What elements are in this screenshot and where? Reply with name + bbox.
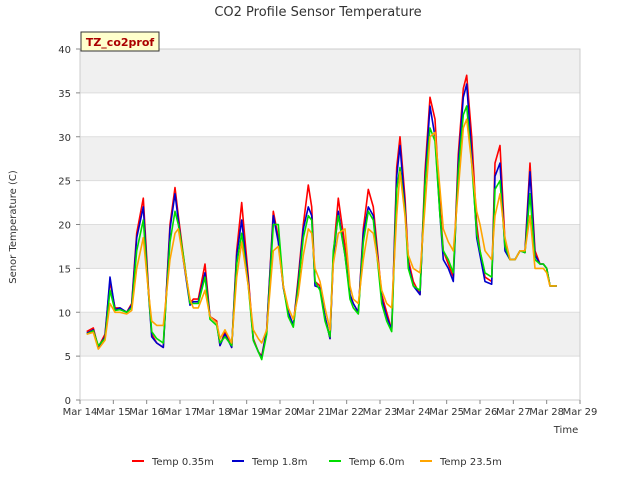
site-label: TZ_co2prof — [86, 36, 155, 49]
x-tick-label: Mar 22 — [329, 407, 364, 418]
x-tick-label: Mar 15 — [96, 407, 131, 418]
legend: Temp 0.35m Temp 1.8m Temp 6.0m Temp 23.5m — [132, 457, 502, 468]
x-tick-label: Mar 16 — [129, 407, 164, 418]
y-tick-label: 5 — [65, 352, 71, 363]
y-tick-label: 20 — [58, 221, 71, 232]
x-axis-label: Time — [553, 425, 578, 436]
legend-label-1: Temp 1.8m — [251, 457, 307, 468]
y-tick-label: 25 — [58, 177, 71, 188]
y-tick-label: 10 — [58, 308, 71, 319]
legend-label-3: Temp 23.5m — [439, 457, 502, 468]
series-lines — [86, 74, 557, 361]
x-tick-label: Mar 17 — [163, 407, 198, 418]
y-axis-ticks: 0 5 10 15 20 25 30 35 40 — [58, 45, 80, 407]
y-tick-label: 40 — [58, 45, 71, 56]
site-label-box: TZ_co2prof — [80, 31, 160, 52]
site-label-background — [80, 31, 160, 52]
x-tick-label: Mar 28 — [529, 407, 564, 418]
x-tick-label: Mar 25 — [429, 407, 464, 418]
x-tick-label: Mar 29 — [563, 407, 598, 418]
y-tick-label: 15 — [58, 264, 71, 275]
legend-label-0: Temp 0.35m — [151, 457, 214, 468]
y-tick-label: 0 — [65, 396, 71, 407]
y-tick-label: 35 — [58, 89, 71, 100]
chart-title: CO2 Profile Sensor Temperature — [214, 5, 421, 20]
x-tick-label: Mar 23 — [363, 407, 398, 418]
series-line-2 — [86, 105, 557, 361]
plot-band — [80, 49, 580, 93]
x-tick-label: Mar 21 — [296, 407, 331, 418]
series-line-3 — [86, 118, 557, 350]
legend-label-2: Temp 6.0m — [348, 457, 404, 468]
x-tick-label: Mar 24 — [396, 407, 431, 418]
x-tick-label: Mar 26 — [463, 407, 498, 418]
x-tick-label: Mar 20 — [263, 407, 298, 418]
plot-band — [80, 224, 580, 269]
x-tick-label: Mar 14 — [63, 407, 98, 418]
y-axis-label: Senor Temperature (C) — [8, 170, 19, 284]
x-tick-label: Mar 27 — [496, 407, 531, 418]
plot-band — [80, 136, 580, 181]
x-tick-label: Mar 18 — [196, 407, 231, 418]
x-tick-label: Mar 19 — [229, 407, 264, 418]
y-tick-label: 30 — [58, 133, 71, 144]
